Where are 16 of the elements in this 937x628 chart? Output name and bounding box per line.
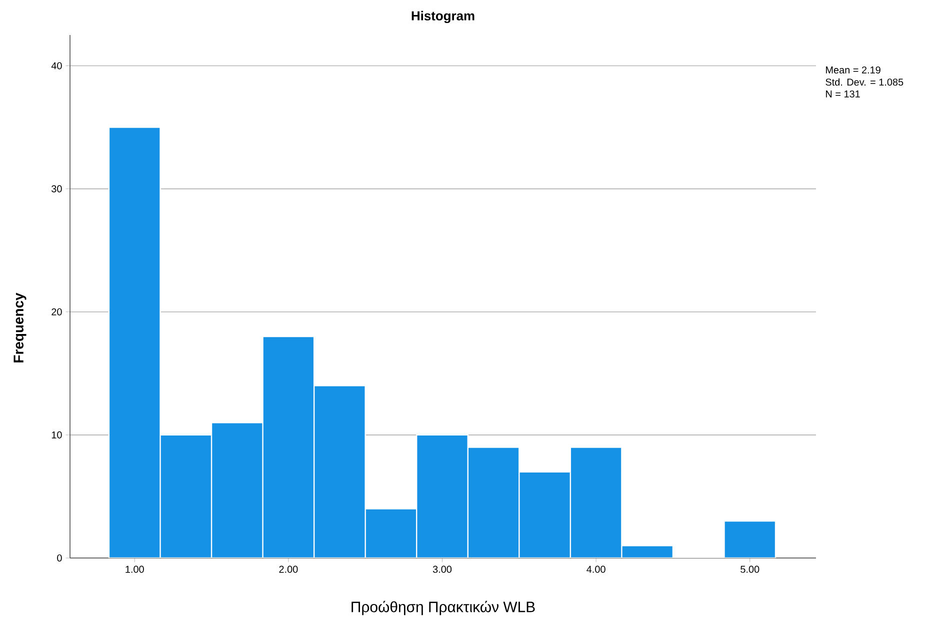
x-tick-label: 2.00 [279, 566, 298, 573]
x-tick-label: 5.00 [740, 566, 760, 573]
y-tick-label: 30 [52, 185, 62, 192]
x-tick-label: 4.00 [586, 566, 606, 573]
y-tick-label: 10 [52, 431, 62, 438]
text: Std. Dev. = 1.085 [826, 78, 904, 86]
x-tick-label: 3.00 [432, 566, 452, 573]
y-tick-label: 0 [57, 554, 62, 562]
x-axis-title: Προώθηση Πρακτικών WLB [352, 600, 535, 616]
y-axis-title: Frequency [14, 292, 26, 362]
text: N = 131 [826, 90, 860, 98]
chart-title: Histogram [412, 10, 474, 24]
text: Mean = 2.19 [826, 66, 880, 74]
y-tick-label: 20 [52, 308, 62, 316]
x-tick-label: 1.00 [126, 566, 144, 573]
y-tick-label: 40 [51, 62, 62, 70]
